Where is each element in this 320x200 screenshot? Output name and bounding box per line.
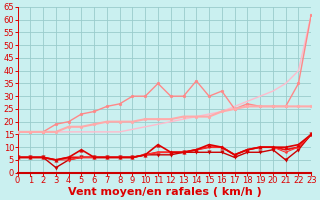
- X-axis label: Vent moyen/en rafales ( km/h ): Vent moyen/en rafales ( km/h ): [68, 187, 261, 197]
